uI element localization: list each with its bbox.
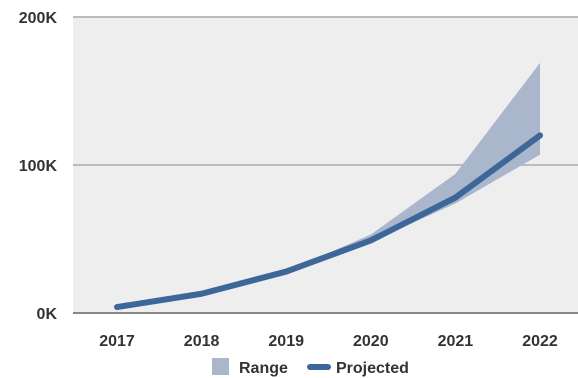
projected-point: [116, 306, 118, 308]
projected-line: [114, 132, 543, 311]
y-tick-label: 200K: [19, 10, 58, 27]
legend-label-range: Range: [239, 360, 288, 377]
range-band: [117, 62, 540, 308]
projected-point: [285, 271, 287, 273]
x-tick-label: 2021: [438, 333, 474, 350]
x-tick-label: 2019: [268, 333, 304, 350]
y-tick-label: 0K: [37, 306, 58, 323]
projected-point: [539, 134, 541, 136]
legend-swatch-range: [212, 358, 229, 375]
y-axis-ticks: 0K 100K 200K: [19, 10, 58, 323]
x-axis-ticks: 2017 2018 2019 2020 2021 2022: [99, 333, 558, 350]
x-tick-label: 2017: [99, 333, 135, 350]
legend: Range Projected: [212, 358, 409, 377]
x-tick-label: 2022: [522, 333, 558, 350]
legend-label-projected: Projected: [336, 360, 409, 377]
x-tick-label: 2018: [184, 333, 220, 350]
projected-line-path: [114, 132, 543, 311]
range-band-area: [117, 62, 540, 308]
projected-point: [454, 197, 456, 199]
projected-point: [370, 239, 372, 241]
projected-point: [201, 293, 203, 295]
y-tick-label: 100K: [19, 158, 58, 175]
x-tick-label: 2020: [353, 333, 389, 350]
